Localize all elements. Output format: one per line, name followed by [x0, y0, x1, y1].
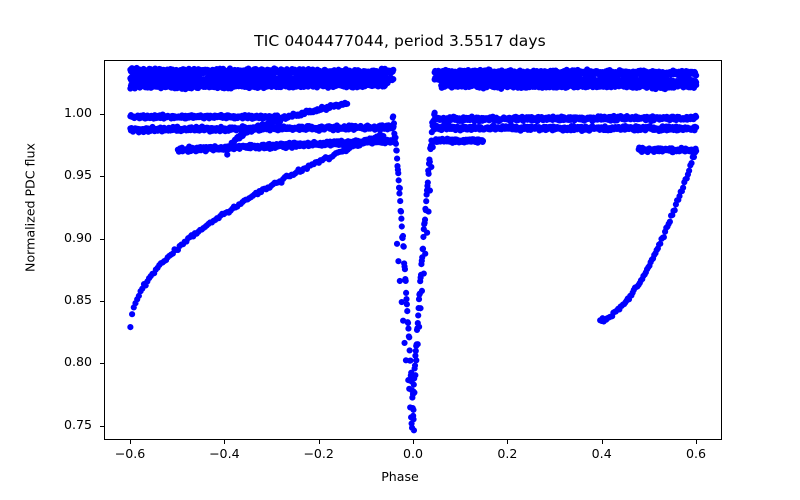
y-axis-label: Normalized PDC flux [22, 143, 38, 272]
x-tick-label: −0.6 [114, 446, 146, 461]
x-tick-mark [507, 440, 509, 444]
y-tick-mark [100, 425, 104, 427]
y-tick-mark [100, 301, 104, 303]
scatter-layer [127, 64, 700, 434]
x-tick-mark [224, 440, 226, 444]
y-tick-label: 0.80 [63, 354, 92, 370]
y-tick-label: 0.95 [63, 167, 92, 183]
y-tick-mark [100, 363, 104, 365]
x-tick-label: 0.6 [686, 446, 707, 461]
y-tick-label: 0.90 [63, 229, 92, 245]
x-tick-mark [601, 440, 603, 444]
x-tick-label: 0.2 [497, 446, 518, 461]
plot-axes-area [104, 60, 722, 440]
y-tick-label: 0.85 [63, 292, 92, 308]
x-tick-label: 0.0 [402, 446, 424, 461]
x-tick-mark [413, 440, 414, 444]
x-tick-label: −0.2 [303, 446, 334, 461]
chart-title: TIC 0404477044, period 3.5517 days [254, 32, 546, 50]
x-tick-label: −0.4 [209, 446, 240, 461]
y-tick-label: 0.75 [63, 416, 92, 432]
data-point-cloud [127, 64, 700, 434]
y-tick-mark [100, 114, 104, 116]
x-tick-label: 0.4 [591, 446, 612, 461]
y-tick-label: 1.00 [63, 105, 92, 121]
x-tick-mark [129, 440, 131, 444]
x-axis-label: Phase [381, 469, 419, 484]
x-tick-mark [696, 440, 698, 444]
x-tick-mark [318, 440, 320, 444]
y-tick-mark [100, 176, 104, 178]
y-tick-mark [100, 238, 104, 240]
